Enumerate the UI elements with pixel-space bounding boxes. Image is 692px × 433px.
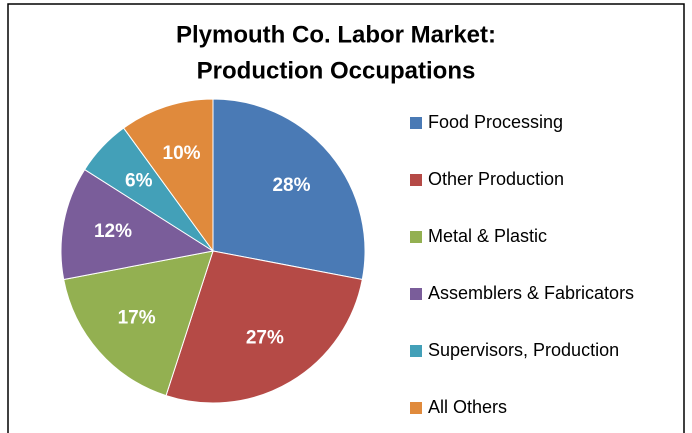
legend-label: Food Processing [428, 112, 563, 132]
legend-swatch [410, 345, 422, 357]
legend-label: Assemblers & Fabricators [428, 283, 634, 303]
legend-swatch [410, 231, 422, 243]
pie-slice [122, 98, 214, 253]
data-label: 6% [125, 170, 153, 191]
data-label: 17% [118, 307, 156, 328]
legend-swatch [410, 402, 422, 414]
data-label: 27% [246, 328, 284, 349]
pie-slice [165, 250, 363, 404]
legend-label: All Others [428, 397, 507, 417]
chart-title: Plymouth Co. Labor Market: [176, 21, 496, 48]
legend-swatch [410, 288, 422, 300]
data-label: 28% [272, 175, 310, 196]
chart-title: Production Occupations [197, 57, 476, 84]
legend-label: Metal & Plastic [428, 226, 547, 246]
legend-label: Other Production [428, 169, 564, 189]
legend-swatch [410, 117, 422, 129]
pie-slice [63, 250, 214, 397]
data-label: 10% [163, 143, 201, 164]
data-label: 12% [94, 221, 132, 242]
pie-slice [60, 168, 215, 281]
legend-label: Supervisors, Production [428, 340, 619, 360]
legend-swatch [410, 174, 422, 186]
pie-slice [212, 98, 366, 281]
